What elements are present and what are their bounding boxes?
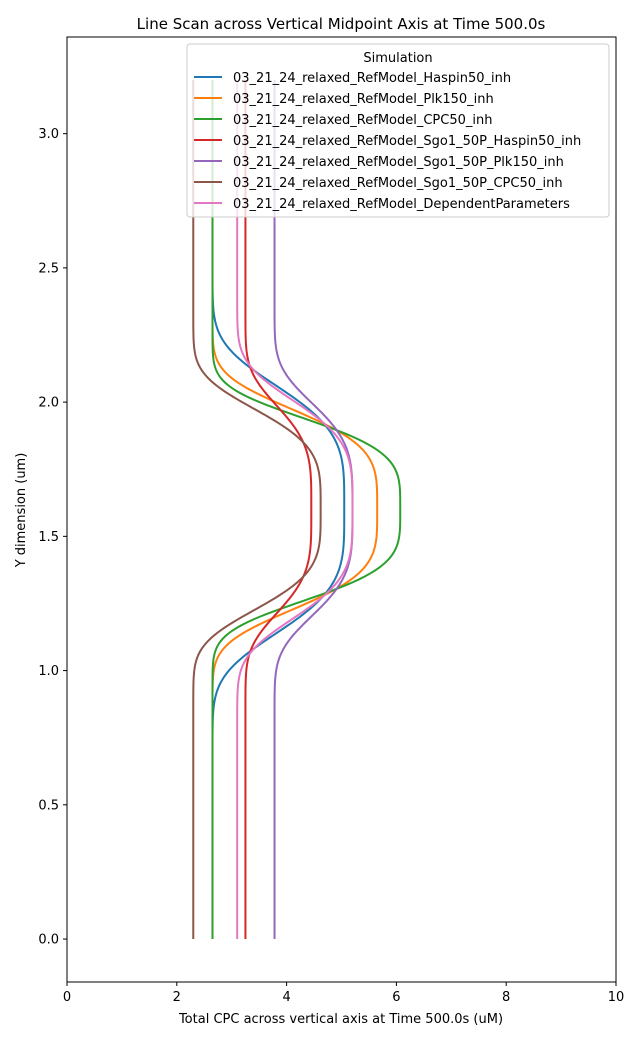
plot-area-frame xyxy=(66,36,617,983)
x-tick-label: 2 xyxy=(173,990,181,1005)
y-tick-label: 3.0 xyxy=(38,127,59,142)
legend-label: 03_21_24_relaxed_RefModel_Haspin50_inh xyxy=(233,71,511,86)
legend-entries: 03_21_24_relaxed_RefModel_Haspin50_inh 03… xyxy=(194,71,581,212)
series-line-4 xyxy=(244,79,313,940)
x-tick-label: 4 xyxy=(282,990,290,1005)
y-tick-label: 2.5 xyxy=(38,261,59,276)
x-tick-label: 8 xyxy=(502,990,510,1005)
chart-title: Line Scan across Vertical Midpoint Axis … xyxy=(137,15,546,33)
legend: Simulation 03_21_24_relaxed_RefModel_Has… xyxy=(186,43,610,218)
legend-label: 03_21_24_relaxed_RefModel_Sgo1_50P_Haspi… xyxy=(233,134,581,149)
legend-label: 03_21_24_relaxed_RefModel_CPC50_inh xyxy=(233,113,493,128)
x-axis-label: Total CPC across vertical axis at Time 5… xyxy=(178,1012,503,1027)
x-tick-label: 0 xyxy=(63,990,71,1005)
y-axis-label: Y dimension (um) xyxy=(14,453,29,569)
axis-ticks: 0 2 4 6 8 10 0.0 0.5 1.0 1.5 2.0 2.5 3.0 xyxy=(38,127,624,1005)
y-tick-label: 1.0 xyxy=(38,664,59,679)
series-line-7 xyxy=(236,79,354,940)
y-tick-label: 1.5 xyxy=(38,530,59,545)
series-lines xyxy=(192,79,402,940)
legend-box xyxy=(186,43,610,218)
legend-title: Simulation xyxy=(363,51,432,66)
y-tick-label: 0.5 xyxy=(38,798,59,813)
legend-label: 03_21_24_relaxed_RefModel_DependentParam… xyxy=(233,197,570,212)
series-line-6 xyxy=(192,79,322,940)
y-tick-label: 0.0 xyxy=(38,933,59,948)
legend-label: 03_21_24_relaxed_RefModel_Sgo1_50P_CPC50… xyxy=(233,176,563,191)
series-line-3 xyxy=(211,79,402,940)
x-tick-label: 10 xyxy=(608,990,625,1005)
legend-label: 03_21_24_relaxed_RefModel_Sgo1_50P_Plk15… xyxy=(233,155,564,170)
legend-label: 03_21_24_relaxed_RefModel_Plk150_inh xyxy=(233,92,494,107)
x-tick-label: 6 xyxy=(392,990,400,1005)
y-tick-label: 2.0 xyxy=(38,396,59,411)
